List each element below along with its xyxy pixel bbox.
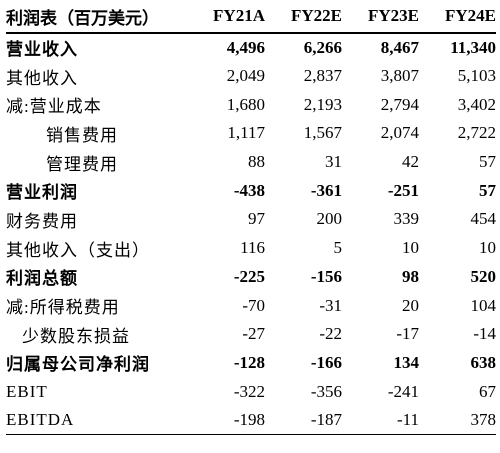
cell-fy21a: 1,680 xyxy=(226,94,265,114)
cell-fy24e: 57 xyxy=(479,152,496,172)
cell-fy24e: 638 xyxy=(470,352,497,372)
cell-fy21a: -70 xyxy=(242,295,265,315)
cell-fy23e: 42 xyxy=(402,152,419,172)
table-row: 销售费用 1,117 1,567 2,074 2,722 xyxy=(6,119,496,148)
row-label: 其他收入（支出） xyxy=(6,240,150,260)
cell-fy22e: 2,193 xyxy=(303,94,342,114)
cell-fy23e: 8,467 xyxy=(380,37,419,57)
cell-fy23e: -241 xyxy=(387,381,419,401)
cell-fy21a: 116 xyxy=(240,238,265,258)
cell-fy21a: -128 xyxy=(233,352,265,372)
header-fy21a: FY21A xyxy=(188,0,265,34)
cell-fy22e: 31 xyxy=(325,152,342,172)
table-row: 营业利润 -438 -361 -251 57 xyxy=(6,176,496,205)
table-row: EBITDA -198 -187 -11 378 xyxy=(6,405,496,436)
row-label: 其他收入 xyxy=(6,68,78,88)
cell-fy22e: 1,567 xyxy=(303,123,342,143)
row-label: 营业利润 xyxy=(6,183,78,203)
cell-fy21a: 2,049 xyxy=(226,66,265,86)
cell-fy23e: 134 xyxy=(393,352,420,372)
cell-fy21a: -438 xyxy=(233,180,265,200)
cell-fy24e: 10 xyxy=(479,238,496,258)
cell-fy23e: 2,794 xyxy=(380,94,419,114)
cell-fy22e: -22 xyxy=(319,324,342,344)
cell-fy22e: 6,266 xyxy=(303,37,342,57)
row-label: EBIT xyxy=(6,381,48,401)
cell-fy23e: 3,807 xyxy=(380,66,419,86)
table-row: 利润总额 -225 -156 98 520 xyxy=(6,263,496,292)
table-body: 营业收入 4,496 6,266 8,467 11,340 其他收入 2,049 2,837 3… xyxy=(6,33,496,436)
table-row: 营业收入 4,496 6,266 8,467 11,340 xyxy=(6,33,496,62)
cell-fy23e: -251 xyxy=(387,180,419,200)
cell-fy21a: -198 xyxy=(188,405,265,436)
cell-fy22e: -156 xyxy=(310,266,342,286)
cell-fy24e: 3,402 xyxy=(457,94,496,114)
row-label: EBITDA xyxy=(6,405,188,436)
cell-fy23e: 20 xyxy=(402,295,419,315)
row-label: 管理费用 xyxy=(46,154,118,174)
cell-fy24e: -14 xyxy=(473,324,496,344)
row-label: 归属母公司净利润 xyxy=(6,355,150,375)
table-row: 其他收入（支出） 116 5 10 10 xyxy=(6,234,496,263)
cell-fy22e: 5 xyxy=(333,238,343,258)
cell-fy23e: 98 xyxy=(402,266,419,286)
cell-fy23e: 2,074 xyxy=(380,123,419,143)
cell-fy24e: 11,340 xyxy=(450,37,496,57)
cell-fy21a: -27 xyxy=(242,324,265,344)
cell-fy22e: -356 xyxy=(310,381,342,401)
cell-fy24e: 378 xyxy=(419,405,496,436)
row-label: 减:所得税费用 xyxy=(6,298,120,318)
cell-fy24e: 2,722 xyxy=(457,123,496,143)
table-row: 归属母公司净利润 -128 -166 134 638 xyxy=(6,349,496,378)
cell-fy23e: 10 xyxy=(402,238,419,258)
table-row: 管理费用 88 31 42 57 xyxy=(6,148,496,177)
table-row: 财务费用 97 200 339 454 xyxy=(6,205,496,234)
table-row: 少数股东损益 -27 -22 -17 -14 xyxy=(6,320,496,349)
cell-fy21a: -225 xyxy=(233,266,265,286)
cell-fy22e: -31 xyxy=(319,295,342,315)
table-header-row: 利润表（百万美元） FY21A FY22E FY23E FY24E xyxy=(6,0,496,34)
cell-fy24e: 454 xyxy=(470,209,497,229)
row-label: 减:营业成本 xyxy=(6,97,102,117)
table-row: 其他收入 2,049 2,837 3,807 5,103 xyxy=(6,62,496,91)
row-label: 利润总额 xyxy=(6,269,78,289)
cell-fy24e: 5,103 xyxy=(457,66,496,86)
cell-fy21a: 88 xyxy=(248,152,265,172)
table-row: 减:所得税费用 -70 -31 20 104 xyxy=(6,291,496,320)
cell-fy22e: -361 xyxy=(310,180,342,200)
cell-fy21a: 4,496 xyxy=(226,37,265,57)
header-fy22e: FY22E xyxy=(265,0,342,34)
cell-fy21a: -322 xyxy=(233,381,265,401)
header-fy24e: FY24E xyxy=(419,0,496,34)
cell-fy22e: -166 xyxy=(310,352,342,372)
cell-fy24e: 520 xyxy=(470,266,497,286)
row-label: 销售费用 xyxy=(46,125,118,145)
cell-fy22e: 2,837 xyxy=(303,66,342,86)
cell-fy24e: 104 xyxy=(470,295,497,315)
row-label: 营业收入 xyxy=(6,40,78,60)
cell-fy23e: -11 xyxy=(342,405,419,436)
row-label: 少数股东损益 xyxy=(22,326,130,346)
cell-fy24e: 67 xyxy=(479,381,496,401)
cell-fy22e: 200 xyxy=(316,209,343,229)
cell-fy22e: -187 xyxy=(265,405,342,436)
cell-fy21a: 97 xyxy=(248,209,265,229)
cell-fy23e: 339 xyxy=(393,209,420,229)
header-title: 利润表（百万美元） xyxy=(6,0,188,34)
income-statement-table: 利润表（百万美元） FY21A FY22E FY23E FY24E 营业收入 4,… xyxy=(6,0,496,436)
table-row: 减:营业成本 1,680 2,193 2,794 3,402 xyxy=(6,90,496,119)
cell-fy23e: -17 xyxy=(396,324,419,344)
header-fy23e: FY23E xyxy=(342,0,419,34)
cell-fy21a: 1,117 xyxy=(227,123,265,143)
row-label: 财务费用 xyxy=(6,211,78,231)
table-row: EBIT -322 -356 -241 67 xyxy=(6,377,496,406)
cell-fy24e: 57 xyxy=(479,180,496,200)
